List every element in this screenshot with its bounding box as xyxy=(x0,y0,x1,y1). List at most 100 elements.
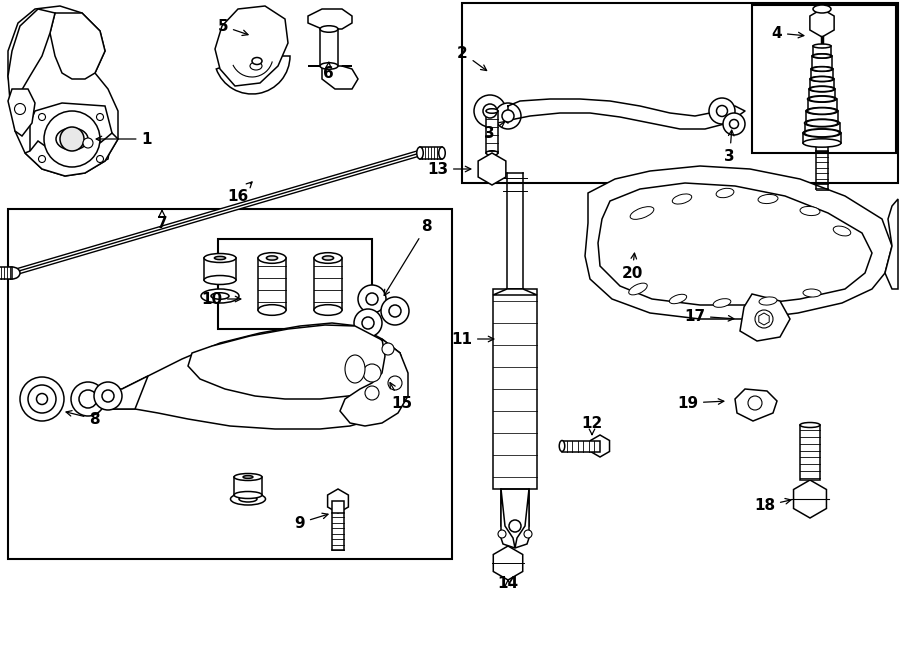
Circle shape xyxy=(474,95,506,127)
Bar xyxy=(234,477,262,495)
Circle shape xyxy=(709,98,735,124)
Ellipse shape xyxy=(810,87,834,92)
Text: 2: 2 xyxy=(457,46,487,71)
Circle shape xyxy=(20,377,64,421)
Circle shape xyxy=(358,285,386,313)
Ellipse shape xyxy=(713,299,731,307)
Polygon shape xyxy=(585,166,892,319)
Circle shape xyxy=(363,364,381,382)
Polygon shape xyxy=(598,183,872,305)
Circle shape xyxy=(30,387,54,411)
Circle shape xyxy=(495,103,521,129)
Ellipse shape xyxy=(811,77,833,81)
Ellipse shape xyxy=(266,256,277,260)
Ellipse shape xyxy=(211,293,229,299)
Polygon shape xyxy=(590,435,609,457)
Bar xyxy=(805,123,840,133)
Ellipse shape xyxy=(250,62,262,70)
Ellipse shape xyxy=(670,294,687,303)
Polygon shape xyxy=(493,546,523,580)
Text: 11: 11 xyxy=(451,332,494,346)
Circle shape xyxy=(14,104,25,114)
Bar xyxy=(332,501,344,513)
Ellipse shape xyxy=(486,109,498,113)
Ellipse shape xyxy=(812,67,832,71)
Bar xyxy=(807,99,836,111)
Polygon shape xyxy=(308,9,352,29)
Ellipse shape xyxy=(629,283,647,295)
Ellipse shape xyxy=(258,253,286,263)
Polygon shape xyxy=(8,89,35,136)
Ellipse shape xyxy=(800,206,820,215)
Text: 13: 13 xyxy=(427,161,471,176)
Circle shape xyxy=(96,114,104,120)
Bar xyxy=(320,29,338,66)
Ellipse shape xyxy=(630,207,654,219)
Ellipse shape xyxy=(439,147,446,159)
Circle shape xyxy=(382,343,394,355)
Polygon shape xyxy=(478,153,506,185)
Ellipse shape xyxy=(201,289,239,303)
Polygon shape xyxy=(50,13,105,79)
Ellipse shape xyxy=(322,256,334,260)
Circle shape xyxy=(60,127,84,151)
Circle shape xyxy=(44,111,100,167)
Ellipse shape xyxy=(230,493,266,505)
Circle shape xyxy=(96,155,104,163)
Circle shape xyxy=(498,530,506,538)
Circle shape xyxy=(748,396,762,410)
Ellipse shape xyxy=(559,440,565,451)
Circle shape xyxy=(83,138,93,148)
Circle shape xyxy=(483,104,497,118)
Circle shape xyxy=(79,390,97,408)
Ellipse shape xyxy=(204,276,236,284)
Bar xyxy=(809,89,835,99)
Ellipse shape xyxy=(806,120,838,126)
Ellipse shape xyxy=(803,139,841,147)
Circle shape xyxy=(354,309,382,337)
Circle shape xyxy=(102,390,114,402)
Circle shape xyxy=(389,305,401,317)
Circle shape xyxy=(388,376,402,390)
Polygon shape xyxy=(188,325,405,399)
Bar xyxy=(218,239,372,329)
Ellipse shape xyxy=(214,256,226,260)
Polygon shape xyxy=(8,6,118,176)
Polygon shape xyxy=(501,489,515,548)
Ellipse shape xyxy=(320,26,338,32)
Text: 6: 6 xyxy=(322,62,333,81)
Circle shape xyxy=(509,520,521,532)
Ellipse shape xyxy=(811,67,833,71)
Text: 5: 5 xyxy=(218,19,248,36)
Polygon shape xyxy=(885,199,898,289)
Ellipse shape xyxy=(314,305,342,315)
Text: 3: 3 xyxy=(484,122,505,141)
Ellipse shape xyxy=(672,194,692,204)
Bar xyxy=(806,111,838,123)
Ellipse shape xyxy=(486,151,498,155)
Ellipse shape xyxy=(809,86,835,92)
Circle shape xyxy=(365,386,379,400)
Bar xyxy=(314,258,342,310)
Text: 17: 17 xyxy=(684,309,734,323)
Ellipse shape xyxy=(805,129,840,137)
Ellipse shape xyxy=(759,297,777,305)
Ellipse shape xyxy=(807,96,836,102)
Polygon shape xyxy=(25,133,118,176)
Circle shape xyxy=(39,155,46,163)
Polygon shape xyxy=(95,376,148,409)
Ellipse shape xyxy=(833,226,850,236)
Polygon shape xyxy=(740,294,790,341)
Bar xyxy=(813,46,831,56)
Polygon shape xyxy=(505,99,745,129)
Ellipse shape xyxy=(800,422,820,428)
Ellipse shape xyxy=(320,63,338,69)
Circle shape xyxy=(28,385,56,413)
Ellipse shape xyxy=(4,267,20,279)
Circle shape xyxy=(71,382,105,416)
Ellipse shape xyxy=(716,188,734,198)
Bar xyxy=(420,147,442,159)
Ellipse shape xyxy=(417,147,423,159)
Text: 20: 20 xyxy=(621,253,643,280)
Ellipse shape xyxy=(813,5,831,13)
